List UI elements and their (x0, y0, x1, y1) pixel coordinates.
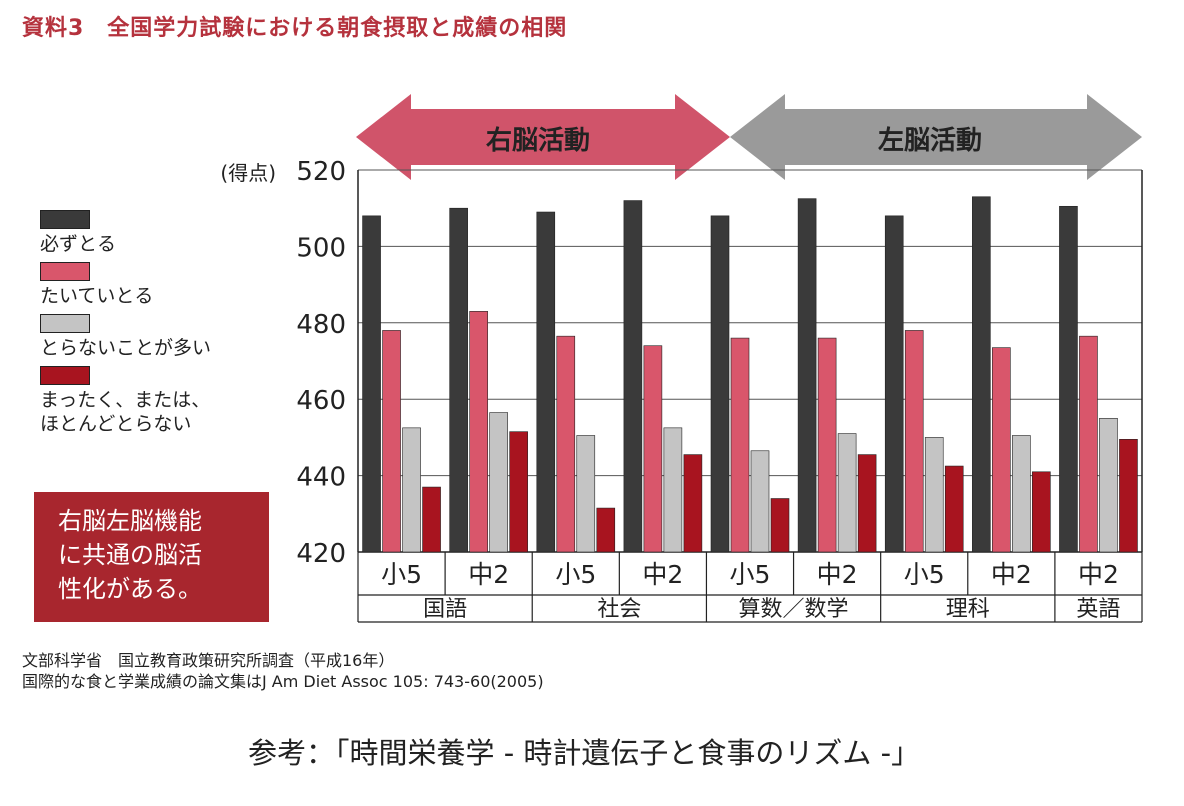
bar-3-1 (402, 427, 421, 553)
left-brain-arrow (730, 94, 1142, 180)
group-label: 算数／数学 (739, 597, 849, 622)
bar-4-2 (509, 431, 528, 553)
x-tick-label: 中2 (468, 560, 509, 589)
legend-label-always: 必ずとる (40, 233, 117, 255)
bar-2-5 (730, 337, 750, 553)
bar-2-8 (992, 347, 1011, 553)
y-axis-label: (得点) (220, 161, 276, 185)
group-label: 社会 (597, 597, 641, 622)
source-line-2: 国際的な食と学業成績の論文集はJ Am Diet Assoc 105: 743-… (22, 672, 544, 691)
bar-4-9 (1119, 439, 1138, 553)
y-tick-label: 500 (296, 233, 346, 263)
x-tick-label: 小5 (381, 560, 422, 589)
source-note: 文部科学省 国立教育政策研究所調査（平成16年） 国際的な食と学業成績の論文集は… (22, 650, 544, 692)
bar-3-6 (837, 433, 857, 553)
legend-item-often-skip: とらないことが多い (40, 314, 280, 360)
bar-1-1 (362, 215, 381, 553)
bar-4-3 (596, 507, 616, 553)
bar-3-3 (576, 435, 596, 553)
bar-4-4 (683, 454, 703, 553)
callout-box: 右脳左脳機能 に共通の脳活 性化がある。 (34, 492, 269, 622)
x-tick-label: 小5 (730, 560, 771, 589)
bar-2-3 (556, 335, 576, 553)
x-tick-label: 小5 (904, 560, 945, 589)
bar-1-3 (536, 211, 556, 553)
bar-4-7 (944, 465, 964, 553)
bar-3-2 (489, 412, 508, 553)
reference-text: 参考：「時間栄養学 - 時計遺伝子と食事のリズム -」 (248, 736, 921, 770)
x-tick-label: 中2 (991, 560, 1032, 589)
x-tick-label: 中2 (1078, 560, 1119, 589)
legend-item-usually: たいていとる (40, 262, 280, 308)
right-brain-arrow-label: 右脳活動 (486, 126, 590, 156)
bar-2-4 (643, 345, 663, 553)
source-line-1: 文部科学省 国立教育政策研究所調査（平成16年） (22, 651, 395, 670)
bar-3-4 (663, 427, 683, 553)
bar-1-7 (884, 215, 904, 553)
bar-3-8 (1012, 435, 1031, 553)
group-label: 国語 (423, 597, 467, 622)
bar-1-9 (1059, 205, 1078, 553)
bar-3-7 (924, 437, 944, 553)
right-brain-arrow (356, 94, 730, 180)
bar-4-8 (1032, 471, 1051, 553)
page-title: 資料3 全国学力試験における朝食摂取と成績の相関 (22, 16, 568, 41)
left-brain-arrow-label: 左脳活動 (878, 126, 982, 156)
legend-swatch-usually (40, 262, 90, 281)
legend-swatch-never (40, 366, 90, 385)
x-tick-label: 小5 (555, 560, 596, 589)
bar-2-2 (469, 311, 488, 553)
bar-1-6 (797, 198, 817, 553)
legend-item-never: まったく、または、 ほとんどとらない (40, 366, 280, 436)
bar-1-2 (449, 207, 468, 553)
legend-swatch-always (40, 210, 90, 229)
bar-4-6 (857, 454, 877, 553)
bar-2-7 (904, 330, 924, 553)
y-tick-label: 440 (296, 463, 346, 493)
bar-3-5 (750, 450, 770, 553)
bar-1-4 (623, 200, 643, 553)
bar-1-5 (710, 215, 730, 553)
y-tick-label: 520 (296, 157, 346, 187)
group-label: 英語 (1076, 597, 1120, 622)
legend: 必ずとる たいていとる とらないことが多い まったく、または、 ほとんどとらない (40, 210, 280, 442)
bar-1-8 (972, 196, 991, 553)
legend-label-often-skip: とらないことが多い (40, 337, 212, 359)
y-tick-label: 460 (296, 386, 346, 416)
legend-label-usually: たいていとる (40, 285, 154, 307)
legend-label-never: まったく、または、 ほとんどとらない (40, 389, 211, 435)
y-tick-label: 480 (296, 310, 346, 340)
group-label: 理科 (946, 597, 990, 622)
legend-swatch-often-skip (40, 314, 90, 333)
x-tick-label: 中2 (817, 560, 858, 589)
bar-3-9 (1099, 417, 1118, 553)
bar-4-5 (770, 498, 790, 553)
bar-2-6 (817, 337, 837, 553)
legend-item-always: 必ずとる (40, 210, 280, 256)
y-tick-label: 420 (296, 539, 346, 569)
x-tick-label: 中2 (642, 560, 683, 589)
bar-2-1 (382, 330, 401, 553)
bar-4-1 (422, 486, 441, 553)
bar-2-9 (1079, 335, 1098, 553)
